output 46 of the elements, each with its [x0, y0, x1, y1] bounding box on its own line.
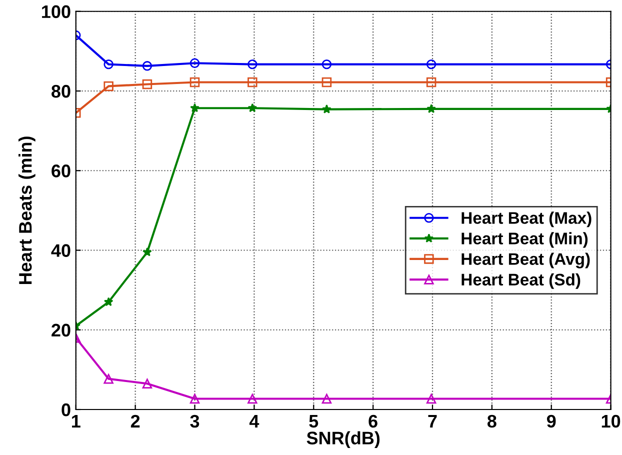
point	[248, 394, 258, 404]
y-tick-label: 80	[52, 84, 70, 98]
x-axis-title: SNR(dB)	[306, 431, 380, 448]
point	[322, 104, 332, 114]
point	[426, 104, 436, 113]
x-tick-label: 1	[72, 415, 80, 428]
x-tick-label: 6	[368, 414, 378, 428]
legend-label: Heart Beat (Sd)	[462, 273, 580, 289]
point	[104, 59, 114, 70]
point	[322, 394, 332, 404]
y-axis-title: Heart Beats (min)	[18, 136, 36, 284]
x-tick-label: 7	[428, 415, 437, 428]
x-tick-label: 5	[309, 415, 318, 428]
legend-label: Heart Beat (Max)	[462, 212, 592, 228]
point	[426, 77, 436, 88]
point	[104, 81, 114, 92]
x-tick-label: 9	[546, 414, 556, 428]
point	[104, 374, 114, 384]
point	[190, 77, 200, 88]
point	[142, 247, 152, 256]
x-tick-label: 4	[249, 415, 260, 428]
y-tick-label: 60	[52, 164, 70, 178]
point	[190, 103, 200, 112]
point	[248, 59, 258, 70]
point	[426, 59, 436, 70]
y-tick-label: 20	[52, 324, 70, 337]
point	[248, 77, 258, 88]
point	[190, 58, 200, 68]
point	[142, 378, 152, 388]
y-tick-label: 40	[51, 244, 70, 257]
point	[322, 77, 332, 88]
y-tick-label: 0	[62, 403, 70, 416]
point	[190, 394, 200, 404]
x-tick-label: 2	[130, 414, 140, 428]
x-tick-label: 8	[487, 414, 496, 428]
point	[322, 59, 332, 70]
point	[426, 394, 436, 404]
legend-label: Heart Beat (Min)	[462, 232, 588, 248]
x-tick-label: 3	[190, 414, 200, 428]
legend-label: Heart Beat (Avg)	[462, 252, 590, 268]
y-tick-label: 100	[42, 5, 70, 18]
point	[142, 79, 152, 90]
point	[104, 297, 114, 306]
point	[248, 103, 258, 112]
point	[142, 61, 152, 71]
x-tick-label: 10	[602, 414, 620, 428]
